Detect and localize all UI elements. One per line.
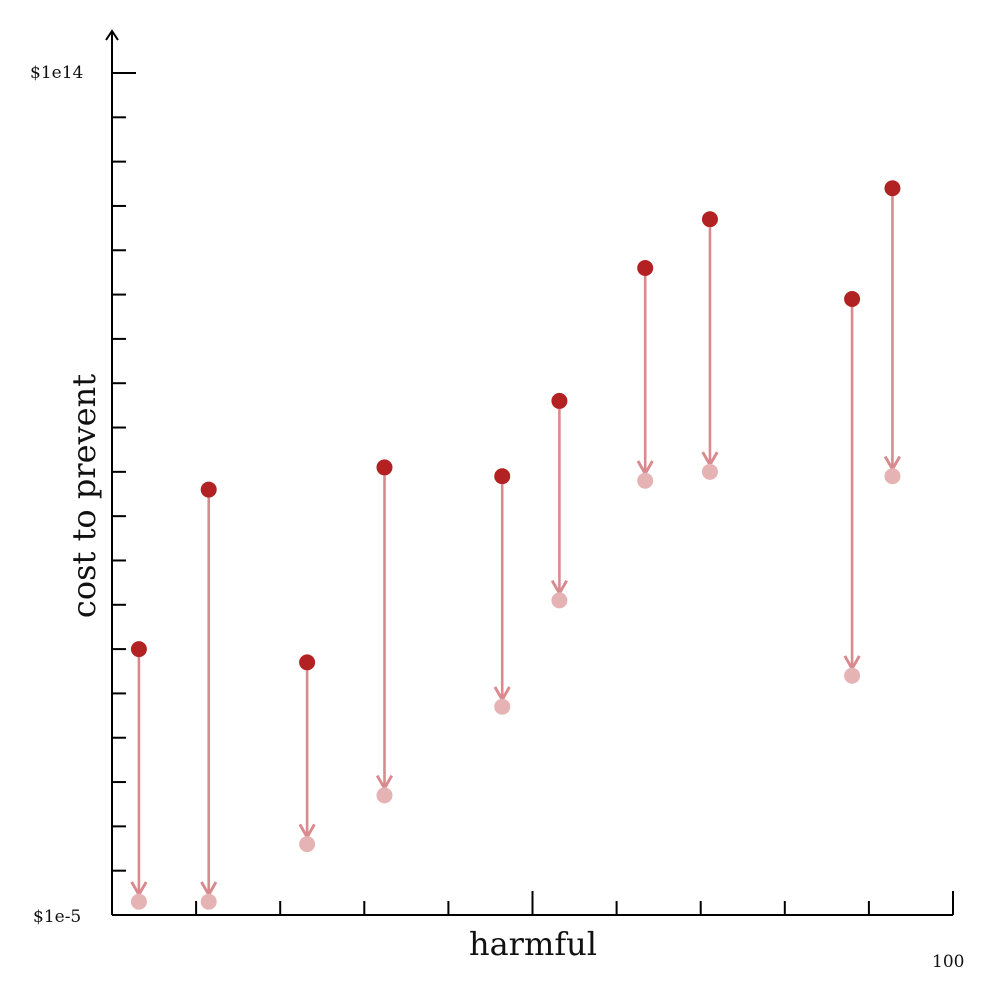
arrows bbox=[130, 196, 901, 898]
y-tick-label-min: $1e-5 bbox=[33, 907, 81, 927]
axes bbox=[105, 29, 954, 916]
point-before-5 bbox=[551, 392, 568, 409]
point-before-7 bbox=[701, 211, 718, 228]
point-before-6 bbox=[637, 259, 654, 276]
point-before-3 bbox=[376, 459, 393, 476]
x-axis-title: harmful bbox=[469, 925, 597, 963]
point-before-4 bbox=[494, 468, 511, 485]
point-after-9 bbox=[884, 468, 901, 485]
point-after-1 bbox=[200, 893, 217, 910]
y-axis-title: cost to prevent bbox=[65, 374, 103, 618]
point-before-9 bbox=[884, 180, 901, 197]
y-tick-label-max: $1e14 bbox=[30, 63, 83, 83]
point-after-6 bbox=[637, 472, 654, 489]
point-after-2 bbox=[299, 836, 316, 853]
point-before-1 bbox=[200, 481, 217, 498]
point-after-0 bbox=[130, 893, 147, 910]
point-after-4 bbox=[494, 698, 511, 715]
y-axis-arrow bbox=[105, 29, 119, 41]
point-after-5 bbox=[551, 592, 568, 609]
points bbox=[130, 180, 901, 910]
point-before-8 bbox=[844, 291, 861, 308]
point-before-2 bbox=[299, 654, 316, 671]
point-after-3 bbox=[376, 787, 393, 804]
x-tick-label-max: 100 bbox=[932, 952, 964, 972]
point-after-8 bbox=[844, 667, 861, 684]
point-after-7 bbox=[701, 463, 718, 480]
point-before-0 bbox=[130, 641, 147, 658]
